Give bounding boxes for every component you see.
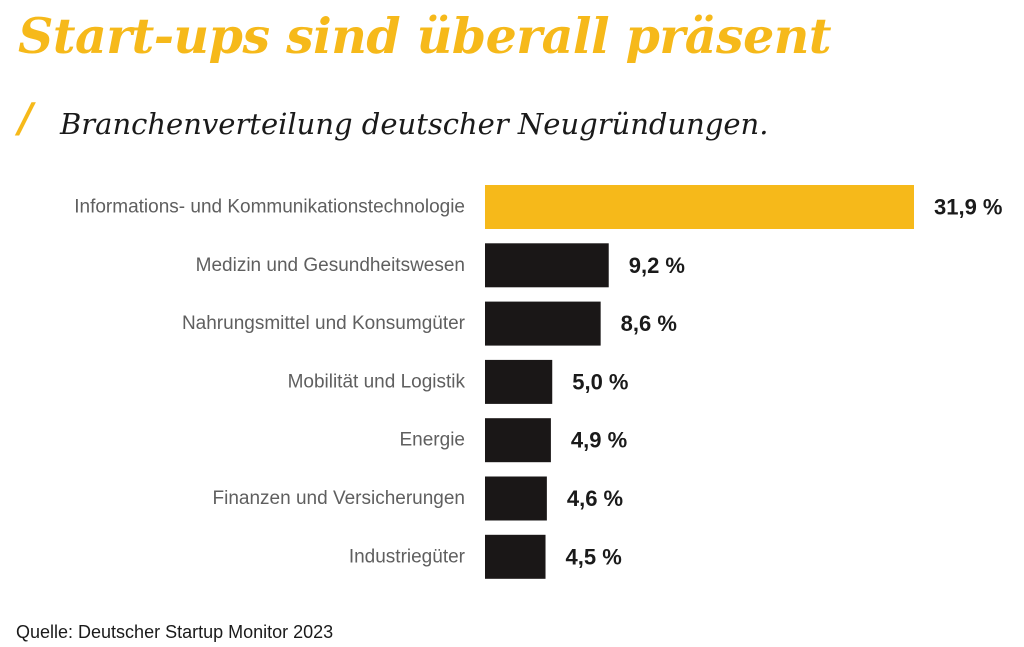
- value-label: 4,5 %: [566, 544, 622, 569]
- category-label: Finanzen und Versicherungen: [213, 488, 465, 509]
- category-label: Energie: [400, 430, 466, 451]
- category-label: Nahrungsmittel und Konsumgüter: [182, 313, 466, 334]
- category-label: Medizin und Gesundheitswesen: [196, 255, 465, 276]
- bar: [485, 359, 553, 404]
- value-label: 4,6 %: [567, 486, 623, 511]
- subtitle-slash-mark: /: [18, 95, 33, 142]
- value-label: 4,9 %: [571, 428, 627, 453]
- bar: [485, 185, 914, 229]
- category-label: Informations- und Kommunikationstechnolo…: [74, 197, 465, 218]
- value-label: 8,6 %: [621, 311, 677, 336]
- source-note: Quelle: Deutscher Startup Monitor 2023: [16, 622, 334, 642]
- value-label: 5,0 %: [572, 369, 628, 394]
- bar: [485, 243, 609, 288]
- category-label: Mobilität und Logistik: [288, 371, 466, 392]
- value-label: 31,9 %: [934, 195, 1003, 220]
- chart-title: Start-ups sind überall präsent: [18, 7, 832, 65]
- bar-chart-svg: Informations- und Kommunikationstechnolo…: [74, 185, 1003, 579]
- bar: [485, 476, 547, 521]
- value-label: 9,2 %: [629, 253, 685, 278]
- bar: [485, 534, 546, 579]
- bar: [485, 301, 601, 346]
- bar: [485, 418, 551, 463]
- category-label: Industriegüter: [349, 546, 466, 567]
- chart-subtitle: Branchenverteilung deutscher Neugründung…: [60, 107, 769, 141]
- bar-chart: Informations- und Kommunikationstechnolo…: [0, 170, 1024, 600]
